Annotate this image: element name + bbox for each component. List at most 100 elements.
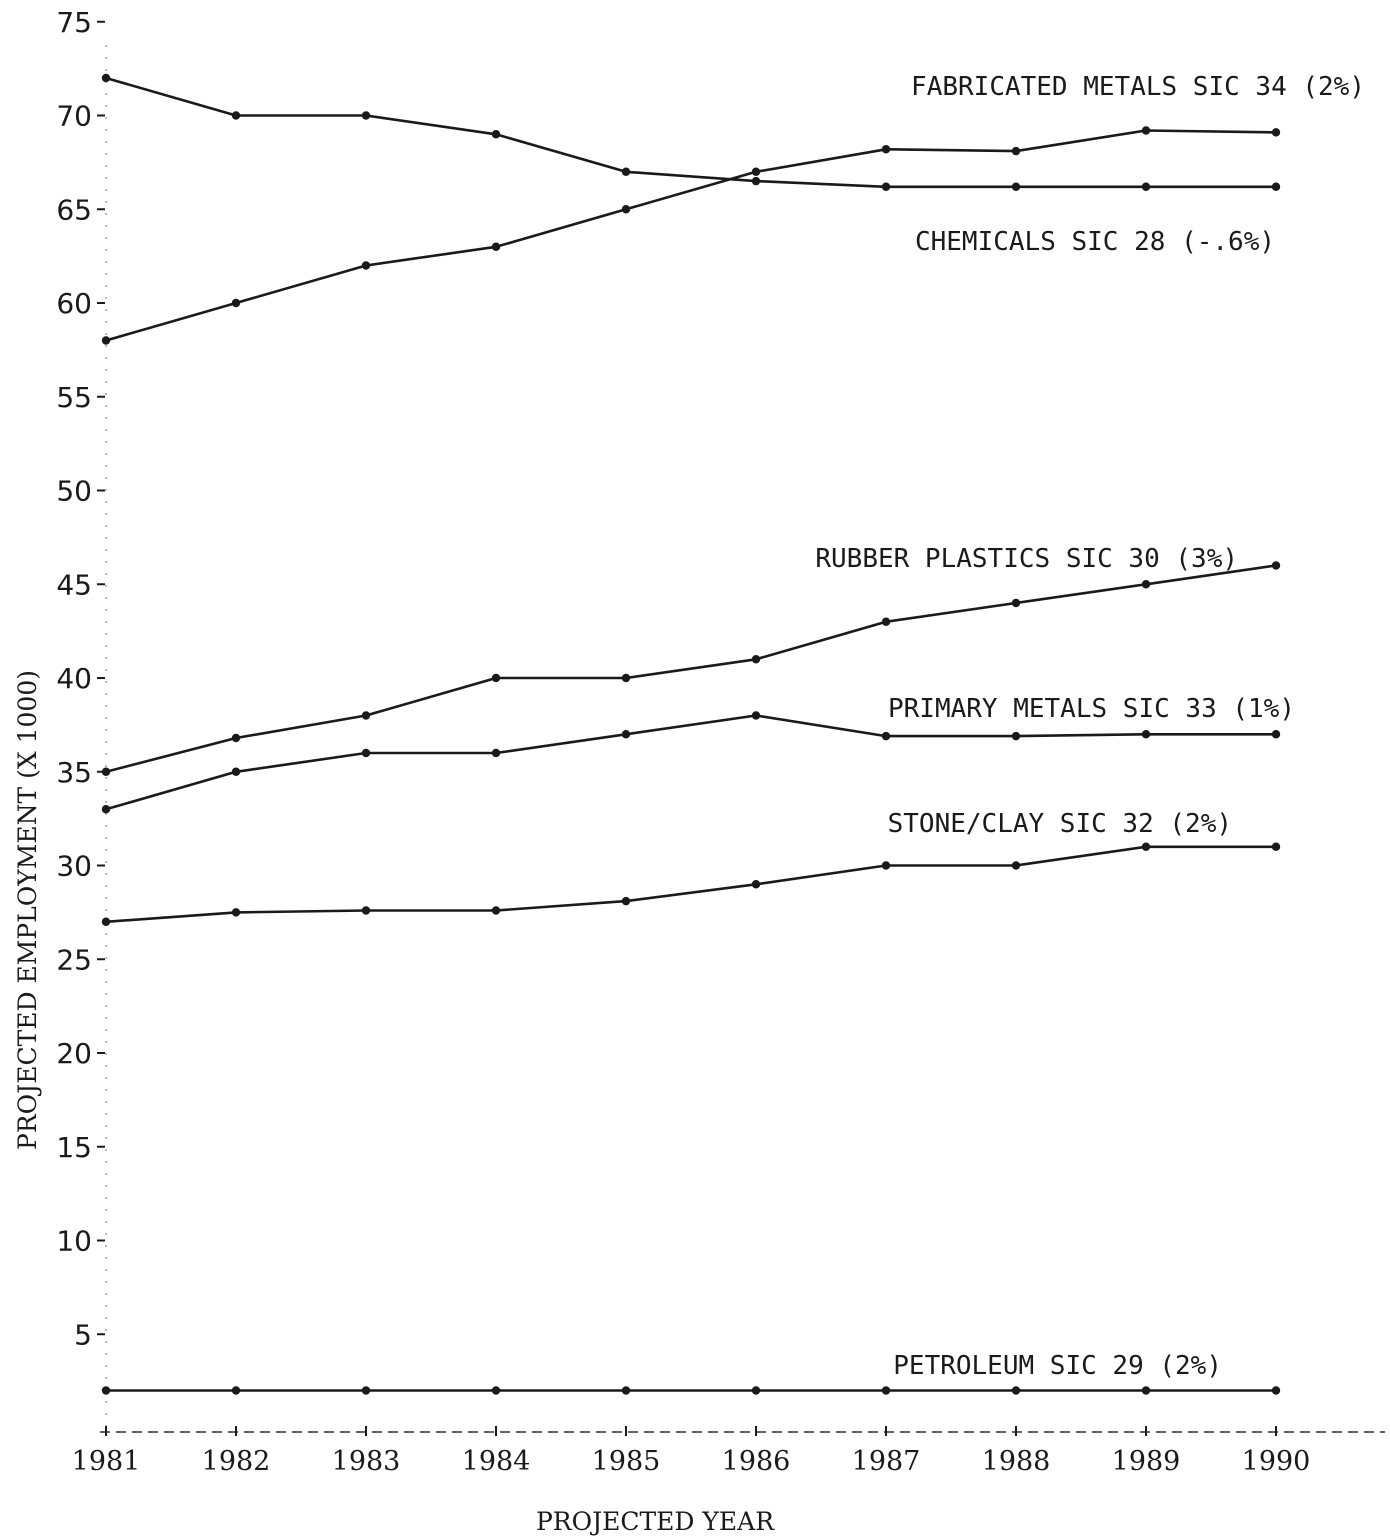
data-point (751, 711, 761, 720)
y-tick-label: 30 (56, 850, 92, 883)
data-point (1141, 126, 1151, 135)
data-point (751, 880, 761, 889)
data-point (101, 917, 111, 926)
series-labels: FABRICATED METALS SIC 34 (2%) CHEMICALS S… (815, 72, 1365, 1381)
y-tick-label: 40 (56, 662, 92, 695)
series-label-5: PETROLEUM SIC 29 (2%) (893, 1351, 1222, 1381)
series-line-3 (105, 714, 1276, 811)
series-label-0: FABRICATED METALS SIC 34 (2%) (911, 72, 1365, 102)
series-line-1 (105, 76, 1276, 189)
data-point (881, 145, 891, 154)
y-tick-label: 60 (56, 287, 92, 320)
data-point (101, 1386, 111, 1395)
data-point (751, 176, 761, 186)
data-point (621, 205, 631, 214)
y-tick-label: 70 (56, 100, 92, 133)
data-point (101, 73, 111, 83)
data-point (881, 1386, 891, 1395)
data-point (1271, 842, 1281, 851)
data-point (1141, 730, 1151, 739)
data-point (361, 261, 371, 270)
data-point (101, 767, 111, 776)
data-point (361, 711, 371, 720)
y-tick-label: 5 (74, 1318, 92, 1351)
data-point (751, 655, 761, 664)
data-point (361, 111, 371, 120)
data-point (231, 767, 241, 776)
data-point (621, 730, 631, 739)
y-tick-label: 20 (56, 1037, 92, 1070)
series-line-4 (105, 845, 1276, 924)
x-tick-label: 1990 (1242, 1446, 1311, 1477)
data-point (1271, 128, 1281, 137)
data-point (1011, 598, 1021, 608)
x-tick-label: 1983 (332, 1446, 401, 1477)
series-label-4: STONE/CLAY SIC 32 (2%) (888, 809, 1232, 839)
data-point (101, 805, 111, 814)
data-point (1271, 561, 1281, 570)
data-point (491, 130, 501, 139)
data-point (621, 673, 631, 683)
x-tick-label: 1987 (852, 1446, 921, 1477)
data-point (881, 617, 891, 626)
series-line-2 (105, 564, 1277, 774)
x-tick-label: 1988 (982, 1446, 1051, 1477)
data-point (101, 336, 111, 345)
data-point (1141, 182, 1151, 191)
data-point (751, 167, 761, 176)
data-point (231, 733, 241, 743)
axes (100, 45, 1385, 1433)
series-lines (105, 76, 1277, 1392)
series-label-2: RUBBER PLASTICS SIC 30 (3%) (815, 544, 1238, 574)
y-tick-label: 45 (56, 568, 92, 601)
y-tick-label: 50 (56, 475, 92, 508)
data-point (361, 906, 371, 915)
data-point (1011, 182, 1021, 191)
series-line-0 (105, 129, 1277, 342)
data-point (491, 1386, 501, 1395)
y-tick-label: 55 (56, 381, 92, 414)
data-point (491, 673, 501, 683)
data-point (621, 1386, 631, 1395)
x-tick-label: 1986 (722, 1446, 791, 1477)
data-point (231, 1386, 241, 1395)
data-point (751, 1386, 761, 1395)
y-tick-label: 75 (56, 6, 92, 39)
y-tick-label: 25 (56, 943, 92, 976)
data-point (361, 748, 371, 758)
data-point (491, 748, 501, 758)
y-tick-label: 65 (56, 193, 92, 226)
x-tick-label: 1989 (1112, 1446, 1181, 1477)
data-point (1011, 1386, 1021, 1395)
x-axis-title: PROJECTED YEAR (536, 1507, 775, 1536)
x-tick-label: 1984 (462, 1446, 531, 1477)
data-point (231, 908, 241, 917)
data-point (1141, 842, 1151, 851)
y-axis-ticks: 5 10 15 20 25 30 35 40 45 50 55 60 65 70 75 (56, 6, 105, 1351)
y-tick-label: 10 (56, 1225, 92, 1258)
series-label-3: PRIMARY METALS SIC 33 (1%) (888, 694, 1295, 724)
series-label-1: CHEMICALS SIC 28 (-.6%) (915, 227, 1275, 257)
data-point (1011, 146, 1021, 156)
data-point (881, 861, 891, 870)
x-tick-label: 1985 (592, 1446, 661, 1477)
data-point (491, 242, 501, 251)
data-point (1141, 580, 1151, 589)
data-point (1011, 861, 1021, 870)
y-tick-label: 35 (56, 756, 92, 789)
x-tick-label: 1981 (72, 1446, 141, 1477)
y-axis-title: PROJECTED EMPLOYMENT (X 1000) (13, 670, 42, 1150)
data-point (1271, 730, 1281, 739)
data-point (881, 731, 891, 741)
x-tick-label: 1982 (202, 1446, 271, 1477)
data-point (231, 298, 241, 308)
series-points (101, 73, 1281, 1395)
data-point (1271, 1386, 1281, 1395)
x-axis-ticks: 1981 1982 1983 1984 1985 1986 1987 1988 1989 1990 (72, 1426, 1311, 1477)
data-point (1011, 731, 1021, 741)
data-point (881, 182, 891, 191)
data-point (621, 167, 631, 176)
data-point (231, 111, 241, 120)
